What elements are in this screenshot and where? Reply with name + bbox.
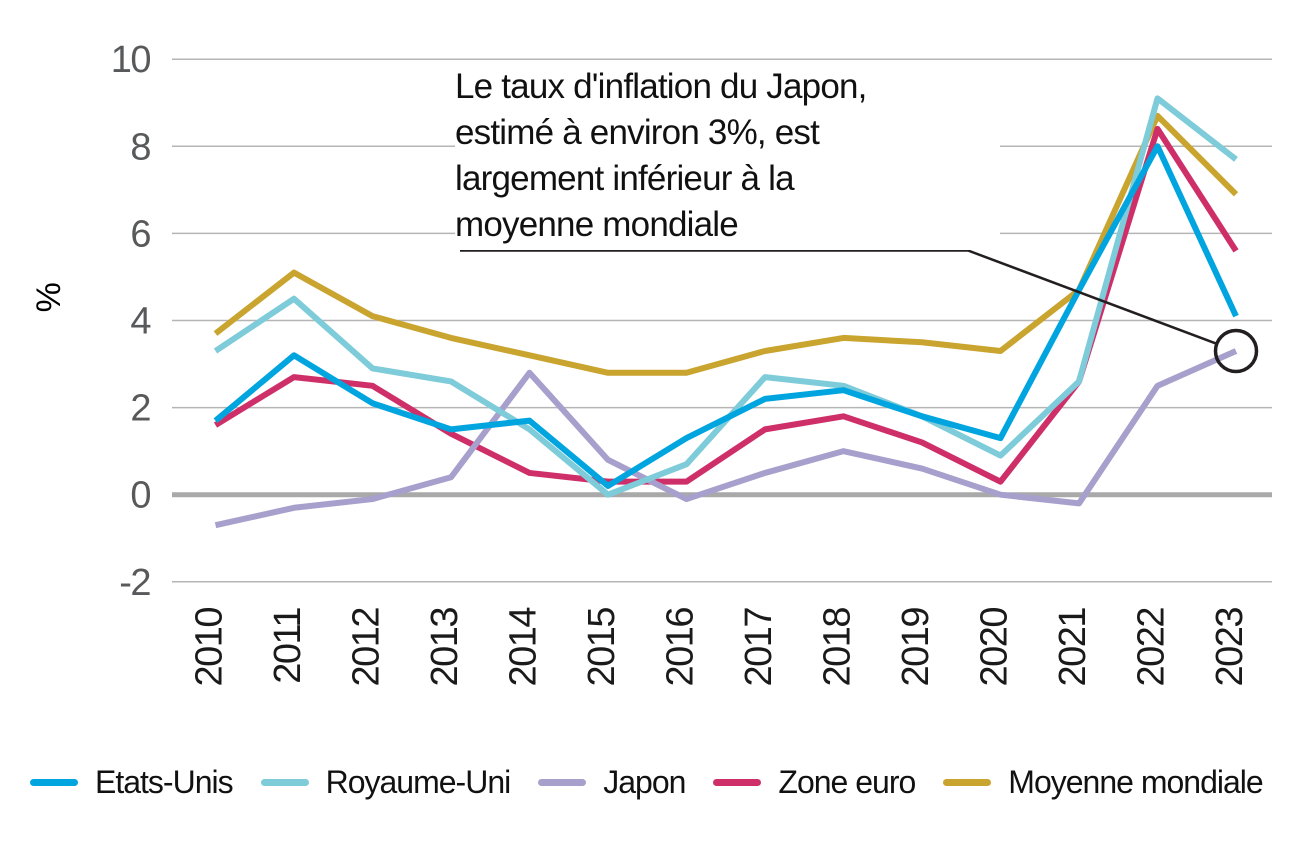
y-tick-label-6: 6 (130, 213, 150, 255)
x-tick-label-2023: 2023 (1209, 608, 1251, 687)
legend-label-zone-euro: Zone euro (778, 764, 916, 800)
legend-swatch-japon (538, 779, 587, 786)
chart-legend: Etats-Unis Royaume-Uni Japon Zone euro Moyen… (30, 764, 1290, 801)
y-axis-tick-labels: 10 8 6 4 2 0 -2 (111, 39, 153, 604)
legend-swatch-royaume-uni (260, 779, 309, 786)
x-tick-label-2019: 2019 (895, 608, 937, 687)
x-tick-label-2022: 2022 (1131, 608, 1173, 687)
japan-2023-highlight-circle (1213, 328, 1259, 374)
series-line-moyenne-mondiale (213, 112, 1239, 376)
annotation-line-1: Le taux d'inflation du Japon, (455, 67, 867, 106)
legend-swatch-etats-unis (30, 779, 78, 786)
y-tick-label-2: 2 (130, 388, 150, 430)
x-tick-label-2016: 2016 (660, 608, 702, 687)
legend-label-etats-unis: Etats-Unis (95, 764, 234, 800)
inflation-line-chart: 10 8 6 4 2 0 -2 % 2010 2011 2012 2013 2014 2015 2016… (30, 39, 1272, 687)
legend-item-etats-unis: Etats-Unis (30, 764, 234, 801)
x-tick-label-2018: 2018 (817, 608, 859, 687)
series-lines (213, 95, 1239, 529)
y-tick-label--2: -2 (119, 562, 150, 604)
x-tick-label-2012: 2012 (346, 608, 388, 687)
annotation-text: Le taux d'inflation du Japon, estimé à e… (455, 64, 1000, 250)
legend-swatch-moyenne-mondiale (943, 779, 992, 786)
legend-item-japon: Japon (538, 764, 686, 801)
legend-item-zone-euro: Zone euro (713, 764, 916, 801)
legend-label-japon: Japon (603, 764, 686, 800)
x-tick-label-2011: 2011 (267, 608, 309, 684)
x-tick-label-2021: 2021 (1052, 608, 1094, 687)
y-tick-label-0: 0 (130, 475, 150, 517)
legend-label-royaume-uni: Royaume-Uni (325, 764, 512, 800)
series-line-zone-euro (213, 125, 1239, 485)
x-tick-label-2010: 2010 (189, 608, 231, 687)
legend-item-moyenne-mondiale: Moyenne mondiale (943, 764, 1264, 801)
annotation-leader-line (460, 249, 1218, 345)
series-line-japon (214, 348, 1238, 529)
y-tick-label-4: 4 (130, 301, 151, 343)
annotation-line-4: moyenne mondiale (455, 205, 739, 244)
gridlines (172, 58, 1272, 583)
legend-item-royaume-uni: Royaume-Uni (260, 764, 512, 801)
legend-swatch-zone-euro (713, 779, 762, 786)
y-tick-label-10: 10 (111, 39, 151, 81)
x-tick-label-2014: 2014 (503, 607, 545, 687)
x-tick-label-2020: 2020 (974, 608, 1016, 687)
legend-label-moyenne-mondiale: Moyenne mondiale (1008, 764, 1263, 800)
x-tick-label-2013: 2013 (424, 608, 466, 687)
annotation-line-3: largement inférieur à la (455, 159, 795, 198)
series-line-etats-unis (213, 143, 1239, 489)
annotation-line-2: estimé à environ 3%, est (455, 113, 820, 152)
y-axis-title: % (30, 282, 68, 312)
x-tick-label-2015: 2015 (581, 608, 623, 687)
x-tick-label-2017: 2017 (738, 608, 780, 687)
y-tick-label-8: 8 (130, 126, 150, 168)
x-axis-tick-labels: 2010 2011 2012 2013 2014 2015 2016 2017 2018 2019… (189, 607, 1252, 687)
